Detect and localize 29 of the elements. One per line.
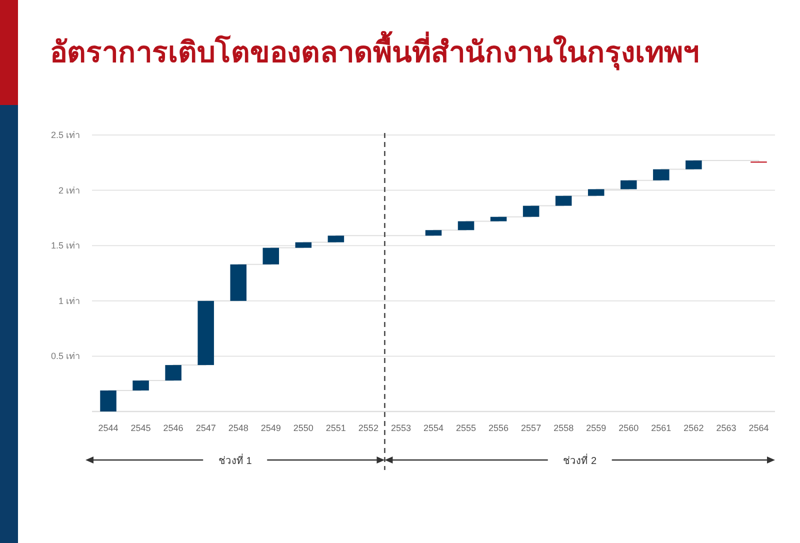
x-tick-label: 2558: [554, 423, 574, 433]
x-tick-label: 2564: [748, 423, 769, 433]
y-tick-label: 0.5 เท่า: [50, 351, 80, 362]
x-tick-label: 2547: [196, 423, 216, 433]
x-tick-label: 2557: [521, 423, 542, 433]
text: ช่วงที่ 1: [218, 453, 252, 467]
x-tick-label: 2561: [651, 423, 672, 433]
x-tick-label: 2554: [423, 423, 444, 433]
x-tick-label: 2546: [163, 423, 184, 433]
x-tick-label: 2559: [586, 423, 606, 433]
x-tick-label: 2556: [488, 423, 509, 433]
y-tick-label: 2 เท่า: [58, 185, 80, 196]
x-tick-label: 2562: [684, 423, 704, 433]
x-tick-label: 2549: [260, 423, 281, 433]
x-tick-label: 2544: [98, 423, 118, 433]
x-tick-label: 2548: [228, 423, 248, 433]
x-tick-label: 2551: [326, 423, 346, 433]
x-tick-label: 2563: [716, 423, 736, 433]
x-tick-label: 2552: [358, 423, 378, 433]
chart-title: อัตราการเติบโตของตลาดพื้นที่สำนักงานในกรุงเทพฯ: [50, 30, 699, 70]
x-tick-label: 2553: [390, 423, 411, 433]
x-tick-label: 2560: [618, 423, 639, 433]
y-tick-label: 1.5 เท่า: [50, 240, 80, 251]
y-tick-label: 2.5 เท่า: [50, 130, 80, 140]
text: ช่วงที่ 2: [563, 453, 597, 467]
x-tick-label: 2550: [293, 423, 314, 433]
x-tick-label: 2545: [130, 423, 151, 433]
y-tick-label: 1 เท่า: [58, 296, 80, 306]
x-tick-label: 2555: [456, 423, 476, 433]
